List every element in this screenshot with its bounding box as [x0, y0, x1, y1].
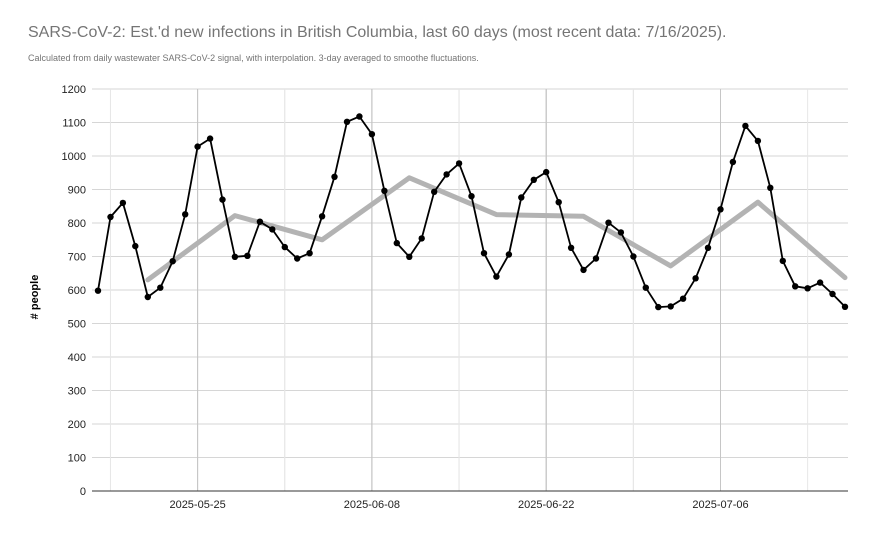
daily-point: [169, 258, 176, 265]
x-tick-label: 2025-05-25: [169, 499, 225, 511]
chart-title: SARS-CoV-2: Est.'d new infections in Bri…: [28, 24, 727, 41]
daily-point: [406, 253, 413, 260]
daily-point: [107, 213, 114, 221]
daily-point: [256, 218, 264, 225]
daily-point: [455, 160, 463, 167]
daily-point: [480, 250, 488, 257]
y-axis-label: # people: [29, 275, 41, 320]
daily-point: [219, 196, 226, 203]
daily-point: [779, 257, 786, 265]
daily-point: [493, 273, 500, 280]
daily-point: [281, 243, 288, 251]
daily-point: [94, 287, 102, 294]
daily-point: [816, 279, 824, 286]
daily-point: [555, 199, 562, 206]
daily-point: [679, 295, 687, 302]
daily-point: [294, 255, 301, 262]
trend-line: [145, 175, 848, 283]
y-tick-label: 900: [68, 185, 86, 197]
y-tick-label: 0: [80, 486, 86, 498]
y-tick-label: 400: [68, 352, 86, 364]
daily-series: [94, 113, 849, 311]
daily-point: [343, 118, 351, 126]
daily-point: [269, 226, 276, 233]
daily-point: [518, 194, 525, 201]
daily-point: [829, 290, 836, 298]
daily-point: [157, 284, 164, 291]
daily-point: [368, 131, 376, 138]
y-tick-label: 500: [68, 319, 86, 331]
trend-series: [145, 175, 848, 283]
daily-point: [754, 137, 762, 145]
daily-point: [356, 113, 363, 120]
daily-point: [729, 158, 737, 166]
gridlines: [92, 88, 848, 491]
daily-point: [543, 168, 550, 176]
daily-point: [393, 239, 400, 247]
y-tick-label: 700: [68, 252, 86, 264]
daily-point: [505, 251, 513, 258]
y-tick-label: 300: [68, 386, 86, 398]
daily-point: [318, 213, 326, 220]
y-tick-label: 1000: [62, 151, 86, 163]
daily-point: [692, 275, 699, 282]
daily-point: [792, 283, 799, 290]
daily-point: [617, 229, 625, 236]
daily-point: [331, 173, 338, 180]
daily-point: [605, 219, 612, 226]
y-tick-label: 200: [68, 419, 86, 431]
daily-point: [231, 253, 239, 260]
daily-point: [804, 285, 811, 292]
y-tick-label: 600: [68, 285, 86, 297]
daily-point: [704, 244, 712, 251]
daily-line: [97, 115, 846, 309]
daily-point: [431, 188, 438, 195]
daily-point: [767, 184, 774, 191]
daily-point: [717, 206, 724, 213]
axes: 0 100 200 300 400 500 600 700 800 900 1000 1100 1200…: [62, 84, 848, 511]
daily-point: [468, 193, 475, 200]
daily-point: [667, 303, 674, 310]
daily-point: [381, 187, 388, 194]
daily-point: [182, 211, 189, 218]
x-tick-label: 2025-06-22: [518, 499, 574, 511]
daily-point: [742, 122, 749, 130]
y-tick-label: 800: [68, 218, 86, 230]
daily-point: [144, 293, 151, 301]
daily-point: [194, 143, 201, 150]
chart-subtitle: Calculated from daily wastewater SARS-Co…: [28, 53, 479, 63]
daily-point: [119, 199, 127, 207]
daily-point: [580, 266, 587, 274]
y-tick-label: 1200: [62, 84, 86, 96]
x-tick-label: 2025-07-06: [692, 499, 748, 511]
daily-point: [443, 171, 450, 178]
daily-point: [244, 252, 251, 259]
x-tick-label: 2025-06-08: [344, 499, 400, 511]
daily-point: [530, 176, 537, 183]
daily-point: [132, 242, 139, 250]
daily-point: [841, 303, 849, 310]
daily-point: [206, 135, 214, 142]
daily-point: [567, 244, 575, 251]
y-tick-label: 1100: [62, 118, 86, 130]
daily-point: [642, 284, 649, 291]
daily-point: [655, 303, 662, 311]
daily-point: [306, 250, 313, 257]
y-tick-label: 100: [68, 453, 86, 465]
daily-point: [630, 253, 637, 260]
daily-point: [418, 235, 425, 242]
daily-point: [592, 255, 600, 262]
